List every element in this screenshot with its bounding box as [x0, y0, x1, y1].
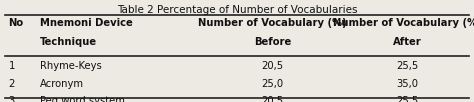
Text: 25,5: 25,5 — [397, 96, 419, 102]
Text: 35,0: 35,0 — [397, 79, 419, 89]
Text: Table 2 Percentage of Number of Vocabularies: Table 2 Percentage of Number of Vocabula… — [117, 5, 357, 15]
Text: Rhyme-Keys: Rhyme-Keys — [40, 61, 102, 71]
Text: Peg word system: Peg word system — [40, 96, 125, 102]
Text: 25,5: 25,5 — [397, 61, 419, 71]
Text: 20,5: 20,5 — [262, 96, 283, 102]
Text: Number of Vocabulary (%): Number of Vocabulary (%) — [198, 18, 347, 28]
Text: Before: Before — [254, 37, 291, 47]
Text: Acronym: Acronym — [40, 79, 84, 89]
Text: 20,5: 20,5 — [262, 61, 283, 71]
Text: Technique: Technique — [40, 37, 98, 47]
Text: 2: 2 — [9, 79, 15, 89]
Text: After: After — [393, 37, 422, 47]
Text: Mnemoni Device: Mnemoni Device — [40, 18, 133, 28]
Text: Number of Vocabulary (%): Number of Vocabulary (%) — [333, 18, 474, 28]
Text: 25,0: 25,0 — [262, 79, 283, 89]
Text: 1: 1 — [9, 61, 15, 71]
Text: 3: 3 — [9, 96, 15, 102]
Text: No: No — [9, 18, 24, 28]
